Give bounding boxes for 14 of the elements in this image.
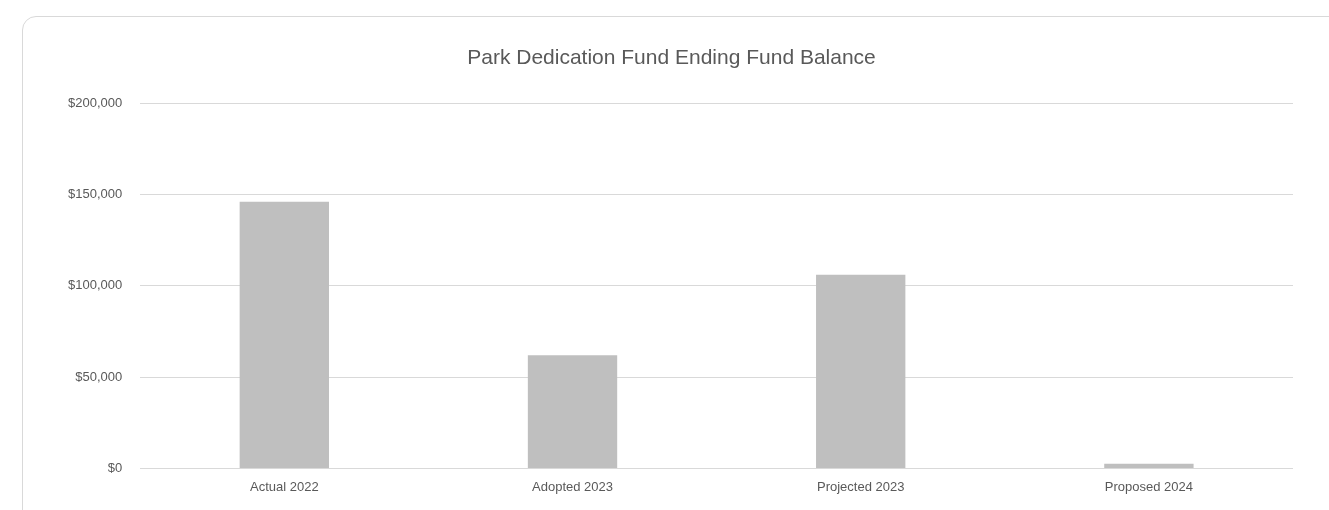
bar: [816, 274, 906, 468]
y-tick-label: $100,000: [67, 277, 123, 293]
x-tick-label: Proposed 2024: [1104, 478, 1193, 494]
y-tick-label: $200,000: [67, 94, 123, 110]
bar: [1104, 463, 1194, 468]
y-tick-label: $150,000: [67, 186, 123, 202]
y-tick-label: $50,000: [75, 368, 123, 384]
x-tick-label: Actual 2022: [249, 478, 319, 494]
bar: [527, 355, 618, 468]
bar: [239, 201, 329, 468]
x-tick-label: Adopted 2023: [532, 478, 613, 494]
chart-title: Park Dedication Fund Ending Fund Balance: [467, 45, 876, 69]
x-tick-label: Projected 2023: [816, 478, 905, 494]
y-tick-label: $0: [107, 459, 123, 475]
